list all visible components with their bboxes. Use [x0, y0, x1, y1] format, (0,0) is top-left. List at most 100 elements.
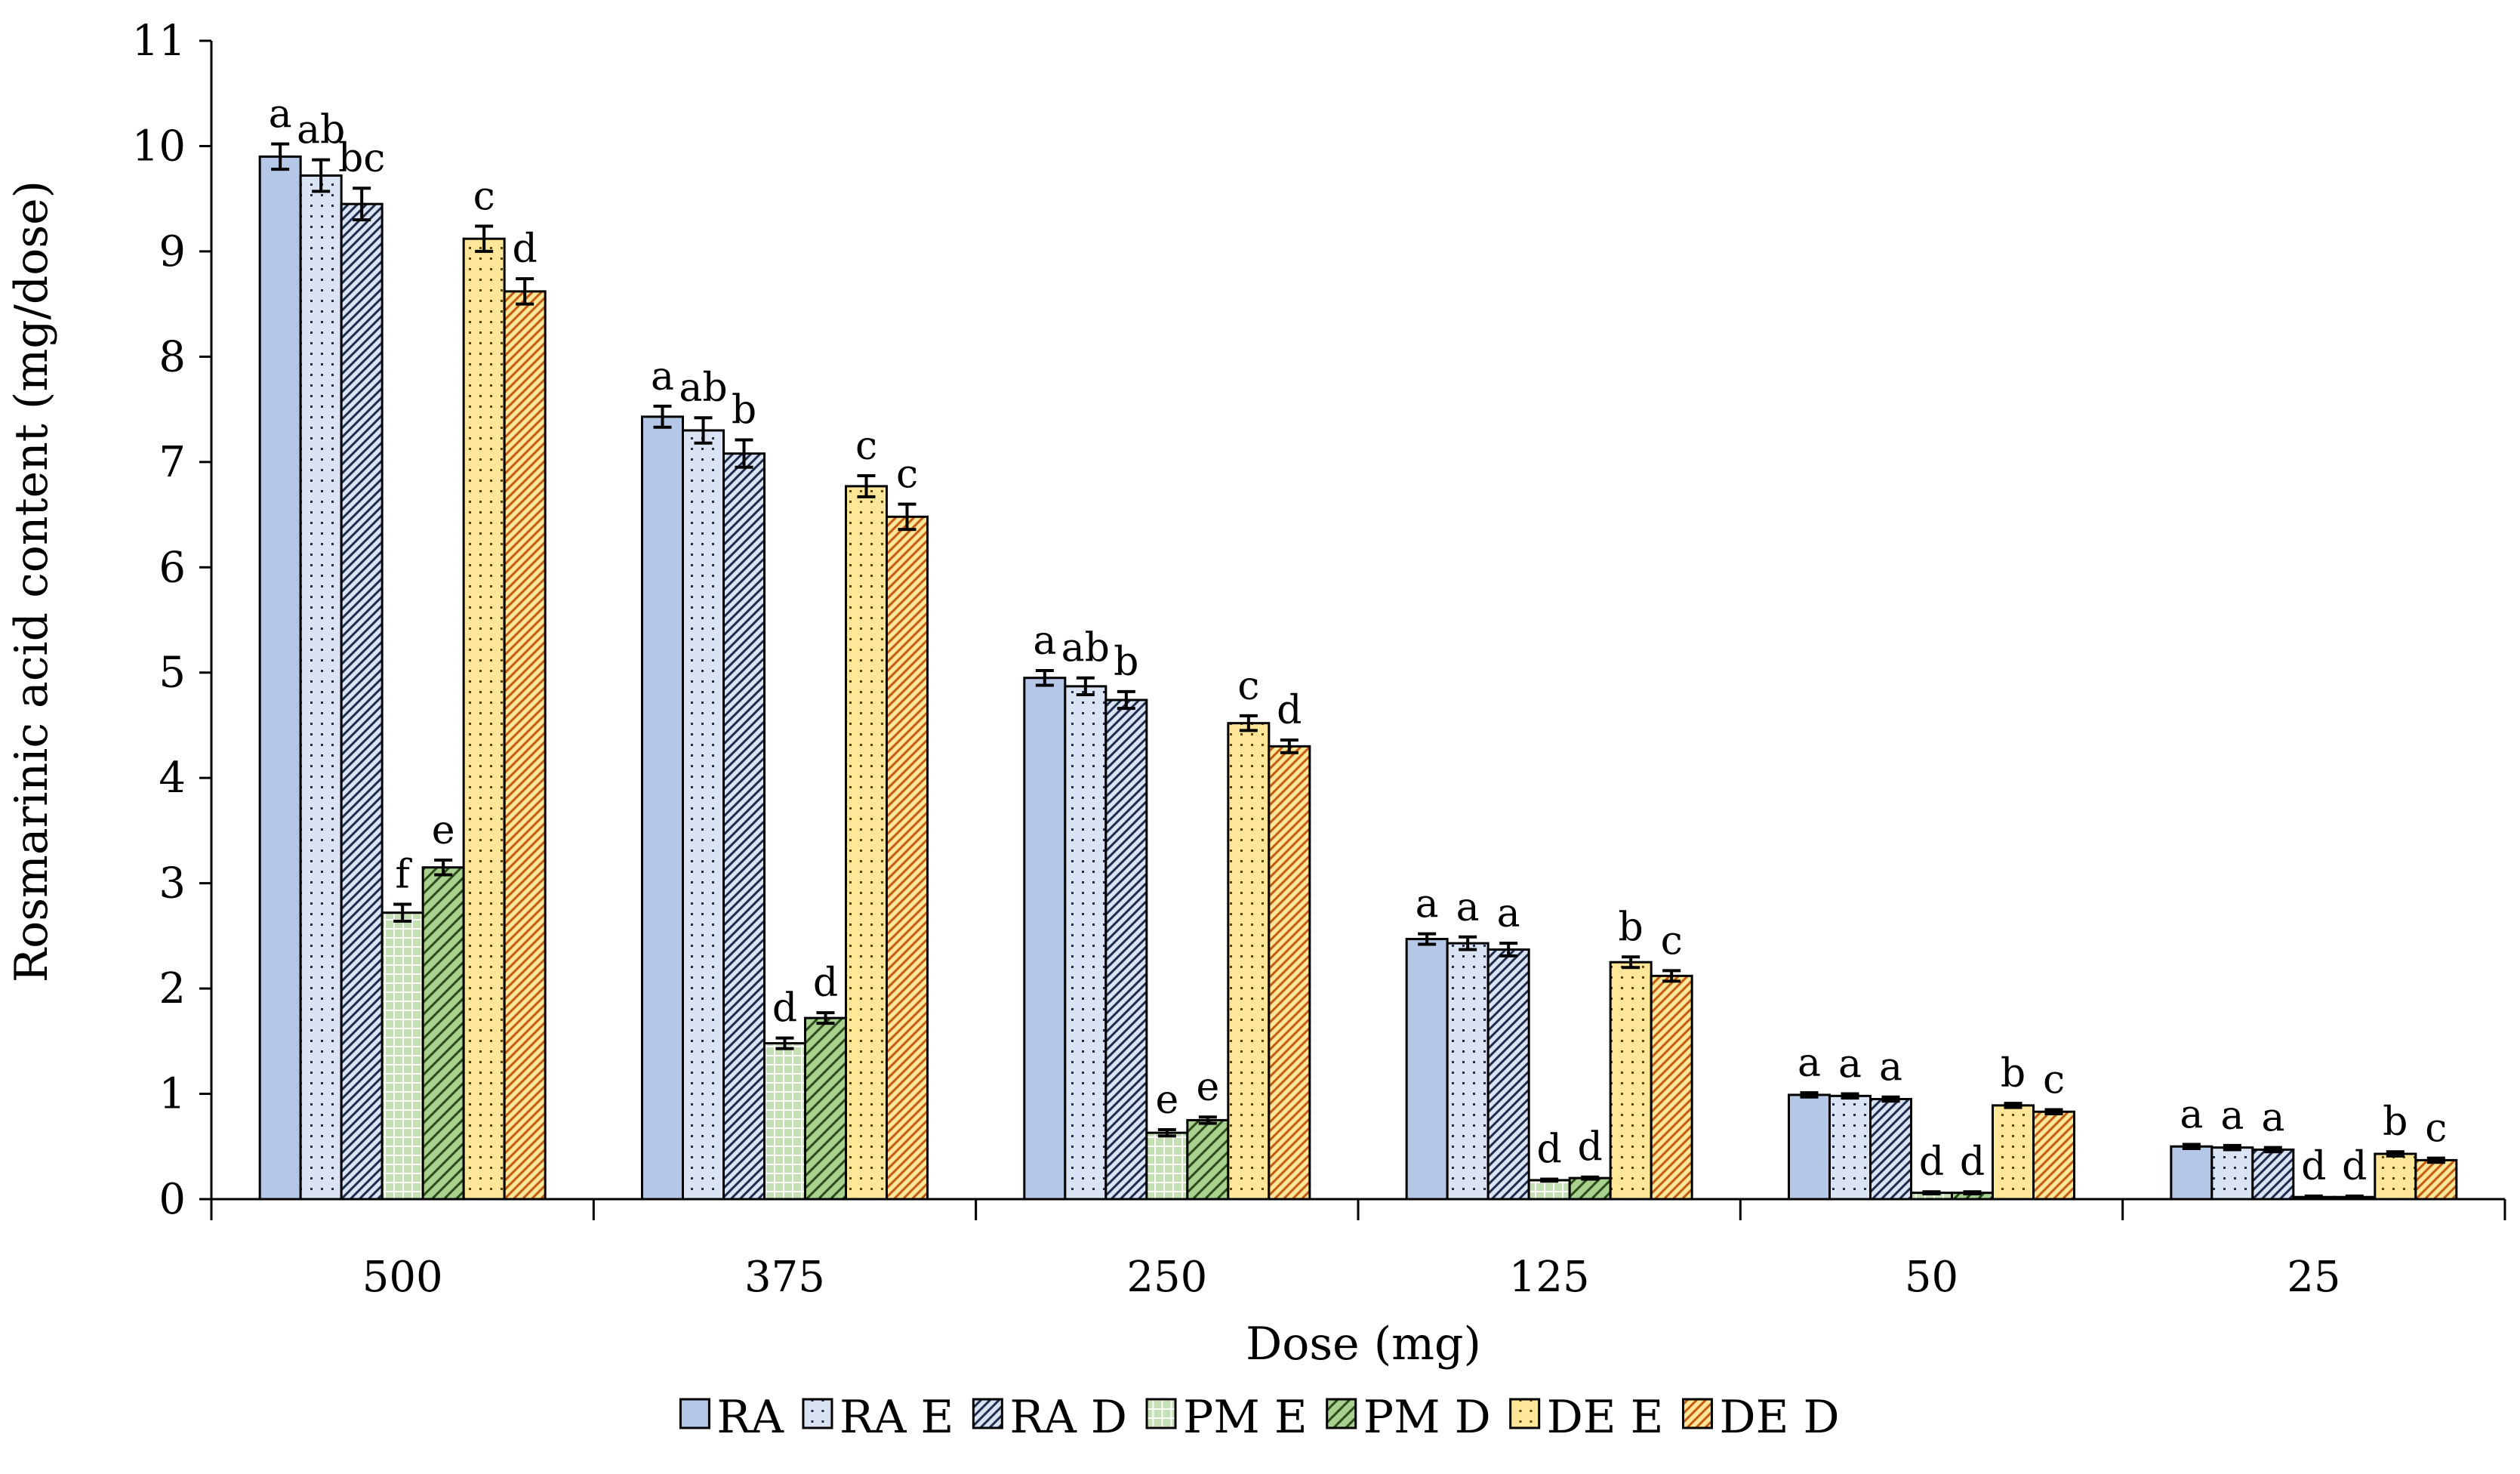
x-tick-label: 125	[1509, 1253, 1590, 1302]
bar	[1104, 698, 1148, 1201]
significance-label: e	[432, 808, 455, 853]
legend-label: PM E	[1183, 1391, 1308, 1444]
significance-label: ab	[297, 108, 345, 153]
y-tick-label: 8	[159, 332, 186, 381]
bar	[1268, 745, 1311, 1201]
significance-label: c	[2425, 1106, 2447, 1152]
bar	[258, 155, 302, 1201]
bar	[1023, 677, 1067, 1201]
significance-label: f	[396, 853, 413, 898]
bar	[2170, 1145, 2213, 1201]
legend-label: DE E	[1547, 1391, 1664, 1444]
significance-label: a	[651, 354, 674, 399]
x-axis: 500 375 250 125 50 25	[210, 1198, 2506, 1302]
bar	[804, 1016, 847, 1201]
bar	[1828, 1094, 1872, 1201]
significance-label: d	[513, 227, 538, 272]
significance-label: c	[1237, 664, 1259, 709]
bar	[1446, 942, 1490, 1201]
bar	[1145, 1131, 1189, 1201]
significance-label: e	[1155, 1078, 1178, 1123]
y-tick-label: 0	[159, 1175, 186, 1224]
bar	[886, 515, 929, 1201]
significance-label: a	[1033, 618, 1056, 664]
y-tick-label: 7	[159, 438, 186, 487]
significance-label: c	[1661, 918, 1683, 964]
legend-label: RA D	[1009, 1391, 1127, 1444]
bar	[462, 237, 506, 1201]
significance-label: a	[1456, 885, 1480, 930]
legend-swatch	[1326, 1398, 1357, 1429]
significance-label: d	[1537, 1127, 1562, 1173]
bar	[1527, 1179, 1571, 1201]
x-tick-label: 25	[2287, 1253, 2340, 1302]
x-tick-label: 50	[1905, 1253, 1958, 1302]
bar	[380, 911, 424, 1201]
bar	[641, 415, 684, 1201]
bar	[1064, 685, 1108, 1201]
significance-label: bc	[338, 136, 385, 181]
legend-label: RA	[716, 1391, 784, 1444]
y-axis-title: Rosmarinic acid content (mg/dose)	[5, 180, 58, 982]
bar	[1992, 1104, 2035, 1201]
bar	[1227, 722, 1271, 1201]
significance-label: a	[2180, 1092, 2203, 1137]
significance-label: b	[732, 388, 756, 433]
x-axis-title: Dose (mg)	[1246, 1318, 1481, 1371]
bar	[299, 174, 343, 1201]
significance-label: d	[1578, 1125, 1603, 1170]
bar	[1405, 938, 1449, 1201]
bar	[682, 429, 725, 1201]
significance-label: d	[813, 961, 838, 1006]
y-tick-label: 10	[132, 122, 186, 171]
bar	[2414, 1158, 2458, 1201]
significance-label: b	[2383, 1099, 2408, 1145]
significance-label: d	[1960, 1139, 1985, 1185]
significance-label: ab	[679, 365, 727, 411]
legend-swatch	[802, 1398, 833, 1429]
significance-label: e	[1196, 1065, 1219, 1110]
significance-label: ab	[1061, 626, 1110, 671]
significance-label: b	[2001, 1051, 2026, 1096]
bar	[1650, 974, 1693, 1201]
bar	[503, 290, 547, 1201]
x-tick-label: 500	[362, 1253, 443, 1302]
significance-label: a	[1798, 1041, 1821, 1086]
bar	[1869, 1098, 1912, 1201]
significance-label: d	[2301, 1144, 2326, 1189]
significance-label: a	[269, 92, 292, 137]
significance-label: c	[473, 174, 495, 219]
legend-label: DE D	[1719, 1391, 1839, 1444]
significance-label: b	[1114, 640, 1138, 685]
bar	[1609, 961, 1653, 1201]
bars	[258, 155, 2458, 1201]
y-tick-label: 5	[159, 649, 186, 698]
y-tick-label: 9	[159, 227, 186, 276]
y-tick-label: 1	[159, 1070, 186, 1119]
error-bars	[271, 142, 2445, 1200]
y-tick-label: 3	[159, 859, 186, 908]
legend-label: PM D	[1363, 1391, 1491, 1444]
legend-swatch	[1145, 1398, 1177, 1429]
significance-label: a	[2261, 1096, 2284, 1141]
significance-label: c	[896, 452, 918, 498]
bar	[763, 1042, 806, 1201]
legend-label: RA E	[839, 1391, 953, 1444]
significance-label: b	[1619, 905, 1644, 950]
x-tick-label: 250	[1126, 1253, 1207, 1302]
bar	[340, 202, 384, 1201]
significance-label: a	[2220, 1093, 2244, 1139]
y-tick-label: 6	[159, 543, 186, 592]
bar	[1186, 1118, 1230, 1201]
significance-label: a	[1416, 882, 1439, 927]
legend-swatch	[972, 1398, 1003, 1429]
legend-swatch	[679, 1398, 710, 1429]
bar	[421, 866, 465, 1201]
significance-label: d	[1277, 688, 1302, 733]
bar	[845, 485, 888, 1201]
y-axis: 0 1 2 3 4 5 6 7 8 9 10 11	[132, 17, 213, 1224]
bar	[2251, 1148, 2295, 1201]
bar	[1486, 948, 1530, 1201]
